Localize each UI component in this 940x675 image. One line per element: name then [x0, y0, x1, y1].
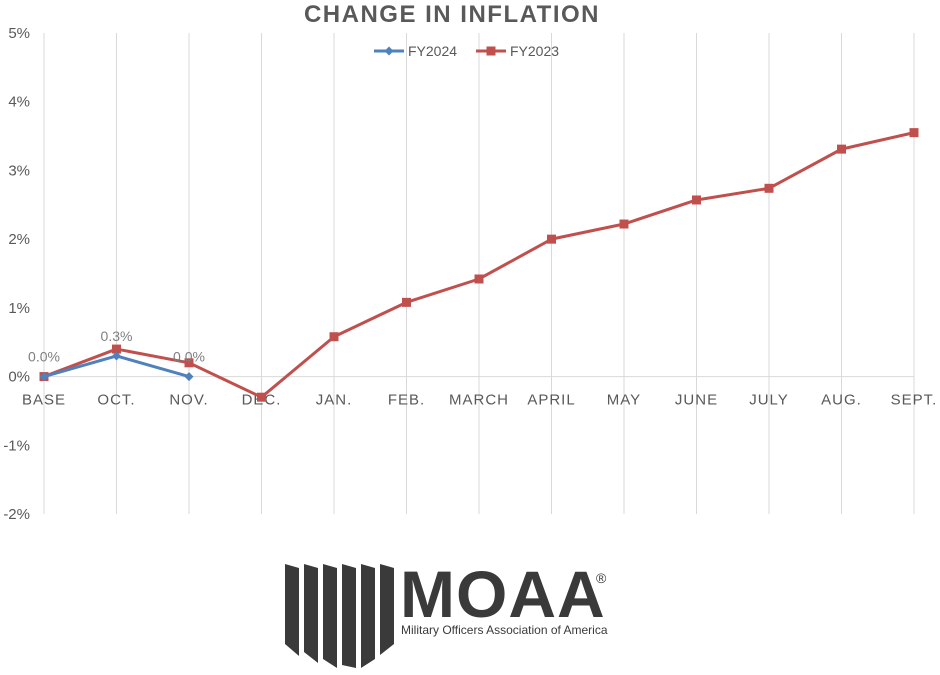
logo-stripe-6	[380, 564, 394, 655]
data-point-fy2024	[112, 351, 121, 361]
legend-marker-fy2023	[486, 46, 496, 56]
x-category-label: SEPT.	[891, 392, 938, 409]
logo-tagline: Military Officers Association of America	[401, 623, 608, 637]
data-point-fy2023	[329, 332, 339, 342]
data-point-fy2023	[909, 128, 919, 138]
gridlines	[43, 33, 915, 514]
x-category-label: BASE	[22, 392, 66, 409]
data-point-fy2023	[112, 344, 121, 354]
inflation-line-chart: CHANGE IN INFLATION -2% -1% 0% 1% 2% 3% 4% 5% B…	[3, 1, 938, 523]
data-label-fy2024: 0.0%	[173, 349, 205, 365]
y-tick-label: 5%	[8, 25, 30, 42]
data-point-fy2024	[39, 372, 49, 382]
x-category-label: JUNE	[675, 392, 718, 409]
logo-stripe-3	[323, 564, 337, 668]
data-point-fy2024	[184, 372, 194, 382]
legend: FY2024 FY2023	[374, 43, 559, 59]
y-tick-label: -2%	[3, 506, 30, 523]
data-point-fy2023	[764, 183, 774, 193]
data-point-fy2023	[837, 144, 846, 154]
x-category-label: OCT.	[97, 392, 135, 409]
data-point-fy2023	[547, 234, 556, 244]
x-category-label: AUG.	[821, 392, 862, 409]
x-category-label: JULY	[749, 392, 789, 409]
legend-marker-fy2024	[384, 46, 394, 56]
legend-label-fy2024: FY2024	[408, 43, 457, 59]
logo-stripe-2	[304, 564, 318, 663]
x-category-label: MAY	[607, 392, 641, 409]
data-point-fy2023	[257, 392, 266, 402]
data-label-fy2024: 0.3%	[101, 328, 133, 344]
y-tick-label: 1%	[8, 300, 30, 317]
moaa-logo-emblem	[285, 564, 394, 668]
y-tick-label: 3%	[8, 162, 30, 179]
y-tick-label: 2%	[8, 231, 30, 248]
logo-wordmark: MOAA	[400, 557, 606, 631]
x-category-label: NOV.	[169, 392, 208, 409]
x-axis: BASEOCT.NOV.DEC.JAN.FEB.MARCHAPRILMAYJUN…	[22, 392, 938, 409]
data-point-fy2023	[474, 274, 484, 284]
x-category-label: JAN.	[316, 392, 353, 409]
y-axis: -2% -1% 0% 1% 2% 3% 4% 5%	[3, 25, 30, 523]
data-labels: 0.0% 0.3% 0.0%	[28, 328, 205, 365]
data-point-fy2023	[692, 195, 701, 205]
x-category-label: MARCH	[449, 392, 509, 409]
y-tick-label: 4%	[8, 94, 30, 111]
logo-stripe-4	[342, 564, 356, 668]
logo-registered-mark: ®	[596, 570, 607, 586]
legend-label-fy2023: FY2023	[510, 43, 559, 59]
x-category-label: APRIL	[527, 392, 575, 409]
data-point-fy2023	[619, 219, 629, 229]
data-label-fy2024: 0.0%	[28, 349, 60, 365]
x-category-label: FEB.	[388, 392, 425, 409]
y-tick-label: 0%	[8, 369, 30, 386]
logo-stripe-5	[361, 564, 375, 668]
logo-stripe-1	[285, 564, 299, 656]
data-point-fy2023	[402, 297, 411, 307]
chart-title: CHANGE IN INFLATION	[304, 1, 600, 28]
data-point-fy2023	[184, 358, 194, 368]
series-group	[39, 128, 919, 402]
y-tick-label: -1%	[3, 437, 30, 454]
